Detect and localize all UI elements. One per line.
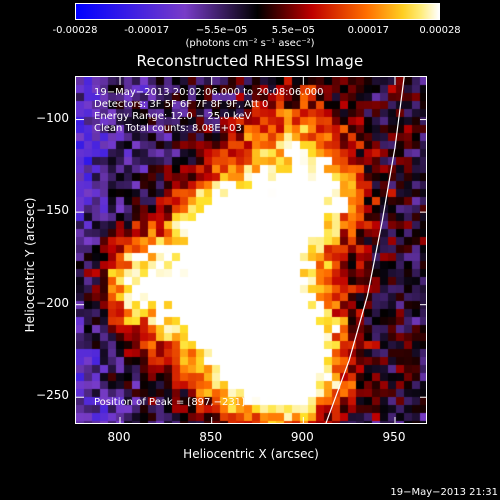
colorbar [75,3,440,20]
colorbar-unit-label: (photons cm⁻² s⁻¹ asec⁻²) [185,38,315,49]
heatmap-image [76,77,426,423]
y-tick-label: −100 [36,110,69,125]
y-axis-label: Heliocentric Y (arcsec) [23,197,37,333]
y-tick-label: −150 [36,203,69,218]
solar-limb-arc [325,77,405,423]
annotation-counts: Clean Total counts: 8.08E+03 [94,123,242,134]
annotation-energy: Energy Range: 12.0 − 25.0 keV [94,111,252,122]
x-tick-label: 800 [107,430,131,444]
annotation-detectors: Detectors: 3F 5F 6F 7F 8F 9F, Att 0 [94,99,269,110]
annotation-time: 19−May−2013 20:02:06.000 to 20:08:06.000 [94,87,324,98]
timestamp: 19−May−2013 21:31 [390,487,498,498]
x-axis-label: Heliocentric X (arcsec) [183,447,319,461]
limb-overlay [76,77,426,423]
y-tick-label: −200 [36,295,69,310]
x-tick-label: 850 [199,430,223,444]
peak-label: Position of Peak = [897,−231] [94,397,245,408]
x-tick-label: 900 [290,430,314,444]
colorbar-tick-label: -0.00028 [52,25,98,36]
y-tick-label: −250 [36,388,69,403]
colorbar-tick-label: 0.00017 [347,25,389,36]
chart-title: Reconstructed RHESSI Image [136,52,364,70]
image-plot-area: 19−May−2013 20:02:06.000 to 20:08:06.000… [75,76,427,424]
colorbar-tick-label: -0.00017 [124,25,170,36]
colorbar-tick-label: 0.00028 [419,25,461,36]
colorbar-tick-label: −5.5e−05 [195,25,248,36]
x-tick-label: 950 [382,430,406,444]
colorbar-tick-label: 5.5e−05 [271,25,315,36]
